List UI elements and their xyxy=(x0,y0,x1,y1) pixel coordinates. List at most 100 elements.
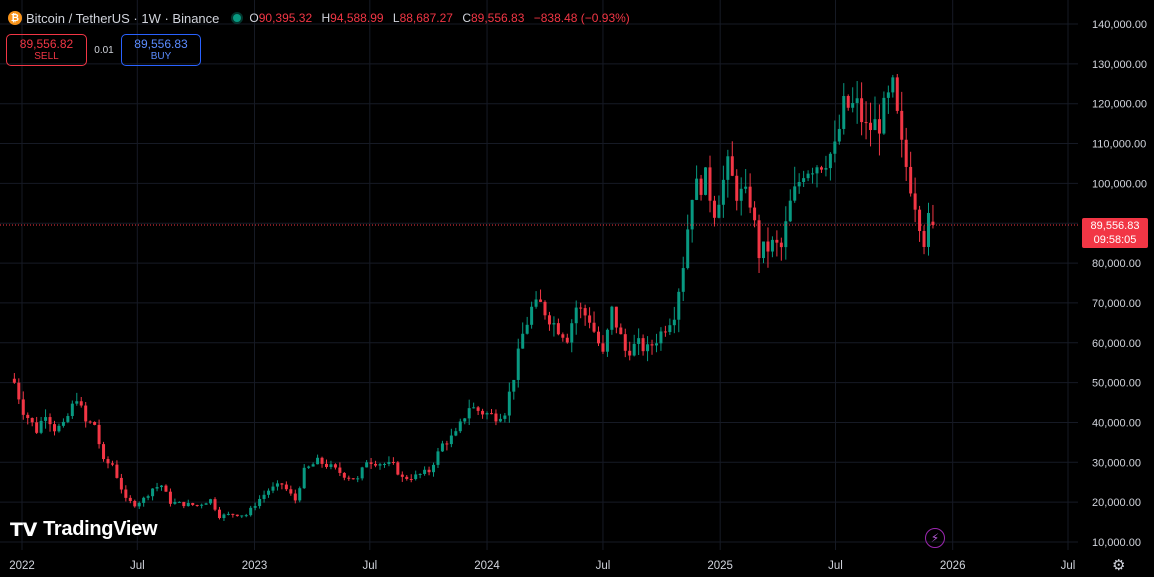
candle-body xyxy=(623,334,627,351)
candle-body xyxy=(195,504,199,506)
candle-body xyxy=(507,391,511,416)
candle-body xyxy=(521,333,525,349)
gear-icon[interactable]: ⚙ xyxy=(1112,557,1126,574)
candle-body xyxy=(869,122,873,131)
candle-body xyxy=(597,331,601,344)
x-tick-label: 2022 xyxy=(9,560,35,572)
market-open-icon xyxy=(233,14,242,22)
y-tick-label: 60,000.00 xyxy=(1092,338,1141,350)
lightning-icon[interactable]: ⚡ xyxy=(925,528,945,548)
candle-body xyxy=(173,502,177,504)
candle-body xyxy=(904,139,908,167)
candle-body xyxy=(35,422,39,433)
candle-body xyxy=(142,497,146,503)
candle-body xyxy=(427,469,431,473)
tradingview-logo-mark: TV xyxy=(10,518,38,541)
candle-body xyxy=(400,474,404,477)
y-tick-label: 20,000.00 xyxy=(1092,497,1141,509)
candle-body xyxy=(432,464,436,473)
candle-body xyxy=(289,489,293,494)
x-tick-label: Jul xyxy=(828,560,843,572)
candle-body xyxy=(833,141,837,154)
candle-body xyxy=(579,307,583,309)
buy-button[interactable]: 89,556.83 BUY xyxy=(121,34,201,66)
candle-body xyxy=(298,488,302,501)
candle-body xyxy=(605,329,609,352)
candle-body xyxy=(164,485,168,492)
candle-body xyxy=(762,241,766,259)
candle-body xyxy=(610,306,614,330)
candle-body xyxy=(209,499,213,504)
candle-body xyxy=(601,343,605,352)
candle-body xyxy=(61,421,65,426)
candle-body xyxy=(39,420,43,433)
candle-body xyxy=(449,435,453,445)
candle-body xyxy=(735,175,739,201)
candle-body xyxy=(48,417,52,425)
candle-body xyxy=(739,188,743,201)
tradingview-logo: TV TradingView xyxy=(10,518,158,541)
candle-body xyxy=(467,408,471,419)
candle-body xyxy=(650,344,654,346)
low-value: 88,687.27 xyxy=(399,11,453,25)
candle-body xyxy=(775,239,779,243)
candle-body xyxy=(699,178,703,195)
candle-body xyxy=(797,181,801,187)
candle-body xyxy=(316,457,320,465)
candle-body xyxy=(66,416,70,422)
x-tick-label: 2024 xyxy=(474,560,500,572)
candle-body xyxy=(93,422,97,425)
candle-body xyxy=(97,424,101,445)
candle-body xyxy=(806,173,810,179)
chart-header: ₿ Bitcoin / TetherUS · 1W · Binance O90,… xyxy=(8,8,636,28)
candle-body xyxy=(744,186,748,189)
candle-body xyxy=(240,515,244,517)
candle-body xyxy=(588,315,592,323)
sell-price: 89,556.82 xyxy=(19,36,74,51)
candle-body xyxy=(57,425,61,432)
candle-body xyxy=(137,502,141,507)
candle-body xyxy=(445,443,449,445)
y-tick-label: 30,000.00 xyxy=(1092,457,1141,469)
candle-body xyxy=(382,463,386,465)
x-tick-label: Jul xyxy=(130,560,145,572)
candle-body xyxy=(886,92,890,98)
x-tick-label: Jul xyxy=(596,560,611,572)
candle-body xyxy=(333,464,337,468)
order-quantity[interactable]: 0.01 xyxy=(94,45,114,56)
open-value: 90,395.32 xyxy=(258,11,313,25)
candle-body xyxy=(146,496,150,498)
candle-body xyxy=(253,506,257,508)
candle-body xyxy=(646,344,650,352)
candle-body xyxy=(463,418,467,422)
candle-body xyxy=(133,500,137,507)
candle-body xyxy=(895,77,899,111)
candle-body xyxy=(811,173,815,175)
sell-button[interactable]: 89,556.82 SELL xyxy=(6,34,87,66)
candle-body xyxy=(900,110,904,140)
open-label: O xyxy=(249,11,259,25)
candle-body xyxy=(730,156,734,176)
candle-body xyxy=(79,401,83,406)
candle-body xyxy=(476,407,480,411)
candle-body xyxy=(88,421,92,423)
candle-body xyxy=(293,493,297,501)
candle-body xyxy=(873,119,877,131)
candle-body xyxy=(70,403,74,417)
candle-body xyxy=(779,242,783,248)
y-tick-label: 40,000.00 xyxy=(1092,417,1141,429)
symbol-title[interactable]: Bitcoin / TetherUS · 1W · Binance xyxy=(26,10,220,26)
candle-body xyxy=(231,513,235,515)
candle-body xyxy=(267,490,271,495)
candle-body xyxy=(369,462,373,464)
candle-body xyxy=(151,488,155,497)
candle-body xyxy=(186,503,190,507)
candle-body xyxy=(815,167,819,174)
candle-body xyxy=(525,324,529,334)
candle-body xyxy=(530,306,534,325)
last-price-tag: 89,556.83 09:58:05 xyxy=(1082,218,1148,248)
candle-body xyxy=(708,167,712,201)
candle-body xyxy=(360,467,364,479)
candle-body xyxy=(124,489,128,498)
